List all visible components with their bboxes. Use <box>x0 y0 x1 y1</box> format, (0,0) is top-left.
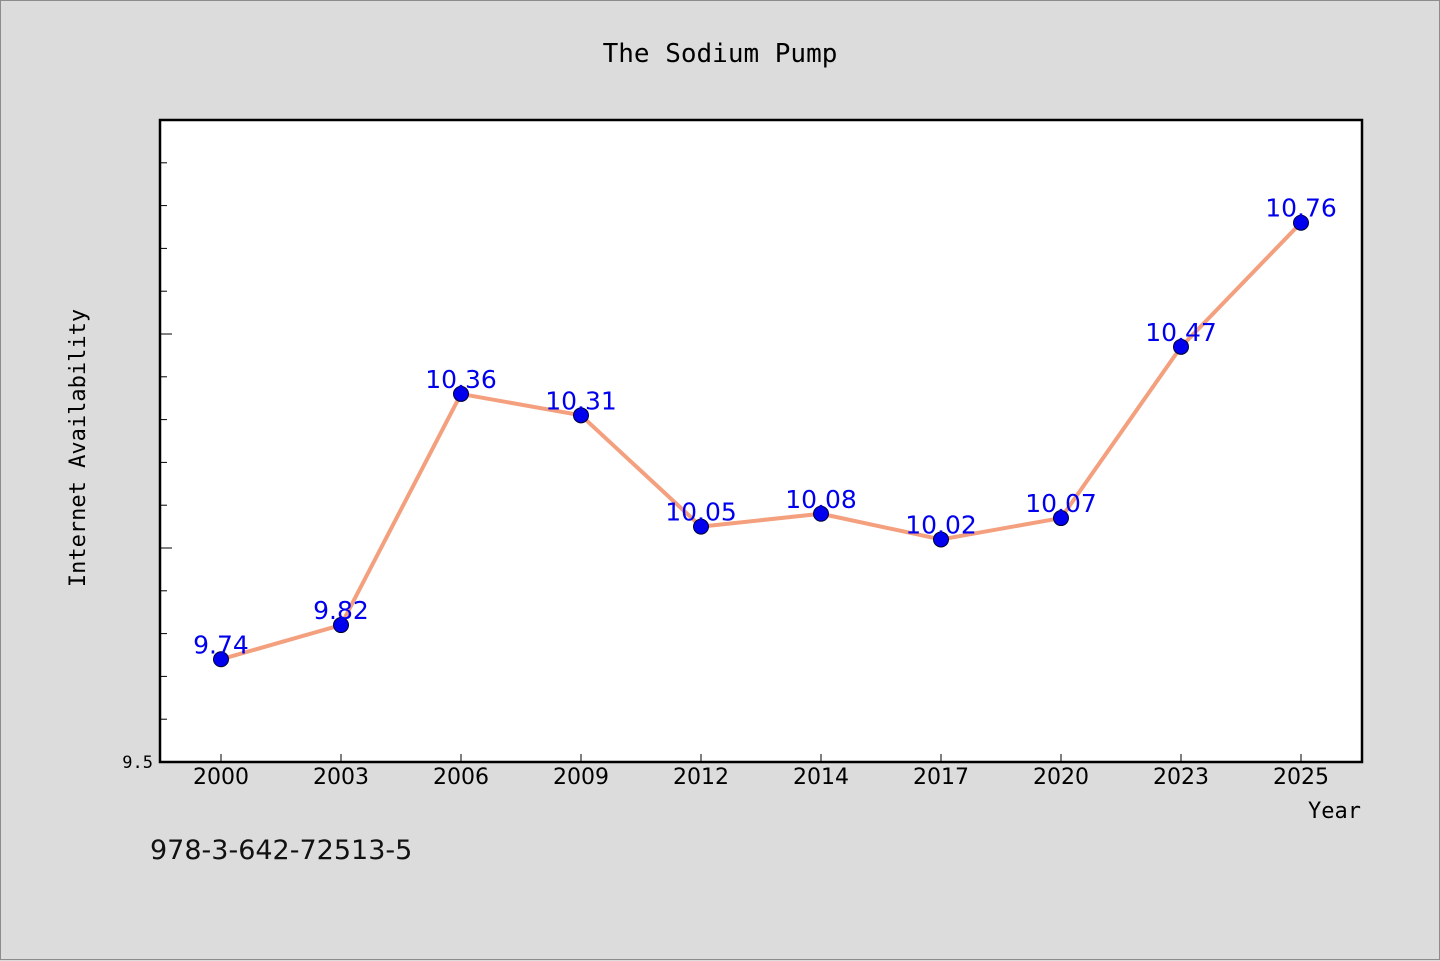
y-axis-label: Internet Availability <box>66 309 91 587</box>
data-point <box>1293 214 1309 231</box>
data-label: 10.36 <box>425 365 497 394</box>
data-point <box>453 385 469 402</box>
chart-title: The Sodium Pump <box>603 39 838 69</box>
data-label: 10.02 <box>905 510 977 539</box>
y-tick-label: 9.5 <box>122 753 153 773</box>
x-tick-label: 2012 <box>673 765 729 790</box>
x-tick-label: 2003 <box>313 765 369 790</box>
x-tick-label: 2006 <box>433 765 489 790</box>
x-tick-label: 2020 <box>1033 765 1089 790</box>
data-point <box>693 518 709 535</box>
data-label: 10.07 <box>1025 489 1097 518</box>
data-point <box>933 531 949 548</box>
data-label: 10.76 <box>1265 194 1337 223</box>
series-line <box>219 220 1303 662</box>
x-tick-label: 2009 <box>553 765 609 790</box>
footnote-text: 978-3-642-72513-5 <box>150 835 413 866</box>
data-label: 10.47 <box>1145 318 1217 347</box>
data-label: 9.74 <box>193 630 249 659</box>
data-point <box>1173 338 1189 355</box>
data-point <box>333 617 349 634</box>
x-tick-label: 2023 <box>1153 765 1209 790</box>
data-point <box>1053 510 1069 527</box>
x-axis-label: Year <box>1308 799 1361 824</box>
x-tick-label: 2014 <box>793 765 849 790</box>
data-label: 10.31 <box>545 386 617 415</box>
data-point <box>813 505 829 522</box>
data-point <box>573 407 589 424</box>
plot-area <box>158 118 1364 764</box>
data-label: 9.82 <box>313 596 369 625</box>
data-point <box>213 651 229 668</box>
x-tick-label: 2017 <box>913 765 969 790</box>
data-label: 10.08 <box>785 485 857 514</box>
x-tick-label: 2025 <box>1273 765 1329 790</box>
data-label: 10.05 <box>665 498 737 527</box>
x-tick-label: 2000 <box>193 765 249 790</box>
